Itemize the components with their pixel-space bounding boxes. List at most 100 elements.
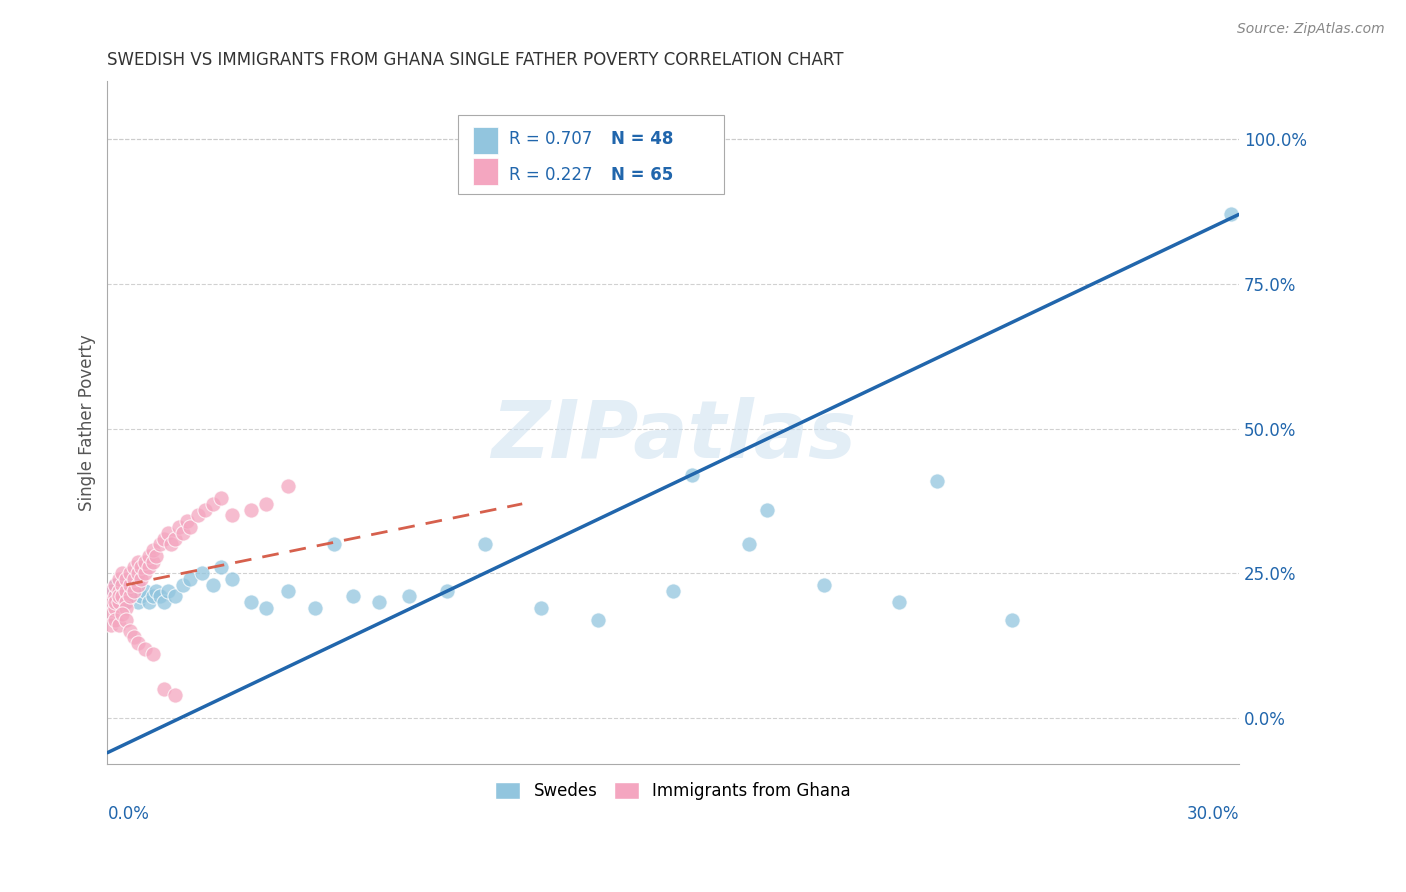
Point — [138, 595, 160, 609]
Point — [239, 595, 262, 609]
Point — [118, 624, 141, 639]
Point — [1001, 613, 1024, 627]
Point — [122, 583, 145, 598]
Point — [131, 560, 153, 574]
Point — [115, 613, 138, 627]
Text: 30.0%: 30.0% — [1187, 805, 1239, 823]
Point — [107, 590, 129, 604]
Point — [138, 560, 160, 574]
Point — [134, 641, 156, 656]
Point — [111, 590, 134, 604]
Point — [118, 590, 141, 604]
Point — [107, 583, 129, 598]
Point — [149, 590, 172, 604]
Point — [138, 549, 160, 563]
Point — [277, 479, 299, 493]
Point — [122, 560, 145, 574]
Point — [201, 578, 224, 592]
Point — [142, 648, 165, 662]
Point — [111, 578, 134, 592]
Point — [172, 525, 194, 540]
Point — [889, 595, 911, 609]
Point — [107, 595, 129, 609]
Point — [127, 566, 149, 581]
Point — [586, 613, 609, 627]
Point — [342, 590, 364, 604]
Y-axis label: Single Father Poverty: Single Father Poverty — [79, 334, 96, 511]
Point — [153, 595, 176, 609]
Point — [190, 566, 212, 581]
Point — [104, 590, 127, 604]
Point — [176, 514, 198, 528]
Point — [118, 578, 141, 592]
Point — [142, 590, 165, 604]
Text: N = 48: N = 48 — [610, 130, 673, 148]
Point — [127, 555, 149, 569]
Point — [107, 583, 129, 598]
Point — [122, 630, 145, 644]
Legend: Swedes, Immigrants from Ghana: Swedes, Immigrants from Ghana — [488, 776, 858, 807]
Point — [239, 502, 262, 516]
Point — [436, 583, 458, 598]
Point — [153, 681, 176, 696]
Point — [104, 578, 127, 592]
Point — [104, 613, 127, 627]
Point — [737, 537, 759, 551]
Point — [194, 502, 217, 516]
Point — [145, 583, 167, 598]
FancyBboxPatch shape — [458, 115, 724, 194]
Point — [104, 578, 127, 592]
Point — [277, 583, 299, 598]
Point — [1220, 207, 1243, 221]
Point — [156, 525, 179, 540]
Point — [104, 590, 127, 604]
Point — [209, 560, 232, 574]
Point — [111, 578, 134, 592]
Text: Source: ZipAtlas.com: Source: ZipAtlas.com — [1237, 22, 1385, 37]
Point — [221, 572, 243, 586]
Point — [100, 607, 122, 621]
Point — [813, 578, 835, 592]
Point — [179, 520, 201, 534]
Point — [115, 583, 138, 598]
Point — [142, 543, 165, 558]
Point — [153, 532, 176, 546]
Text: ZIPatlas: ZIPatlas — [491, 398, 856, 475]
Point — [115, 572, 138, 586]
Point — [122, 572, 145, 586]
Point — [122, 583, 145, 598]
Point — [100, 583, 122, 598]
Point — [165, 688, 187, 702]
Text: R = 0.707: R = 0.707 — [509, 130, 592, 148]
Point — [156, 583, 179, 598]
Point — [100, 618, 122, 632]
Point — [134, 555, 156, 569]
FancyBboxPatch shape — [472, 127, 498, 154]
Point — [111, 607, 134, 621]
Point — [107, 618, 129, 632]
Point — [304, 601, 326, 615]
Point — [115, 595, 138, 609]
Point — [398, 590, 420, 604]
Point — [145, 549, 167, 563]
Point — [322, 537, 344, 551]
Point — [254, 601, 277, 615]
Text: 0.0%: 0.0% — [107, 805, 149, 823]
Point — [530, 601, 553, 615]
Point — [107, 572, 129, 586]
Point — [111, 566, 134, 581]
Point — [474, 537, 496, 551]
Point — [662, 583, 685, 598]
Point — [179, 572, 201, 586]
Point — [100, 583, 122, 598]
Text: SWEDISH VS IMMIGRANTS FROM GHANA SINGLE FATHER POVERTY CORRELATION CHART: SWEDISH VS IMMIGRANTS FROM GHANA SINGLE … — [107, 51, 844, 69]
Point — [111, 590, 134, 604]
Point — [100, 595, 122, 609]
Point — [134, 583, 156, 598]
Point — [756, 502, 779, 516]
Point — [165, 590, 187, 604]
Point — [149, 537, 172, 551]
Point — [131, 590, 153, 604]
Point — [107, 595, 129, 609]
Point — [925, 474, 948, 488]
